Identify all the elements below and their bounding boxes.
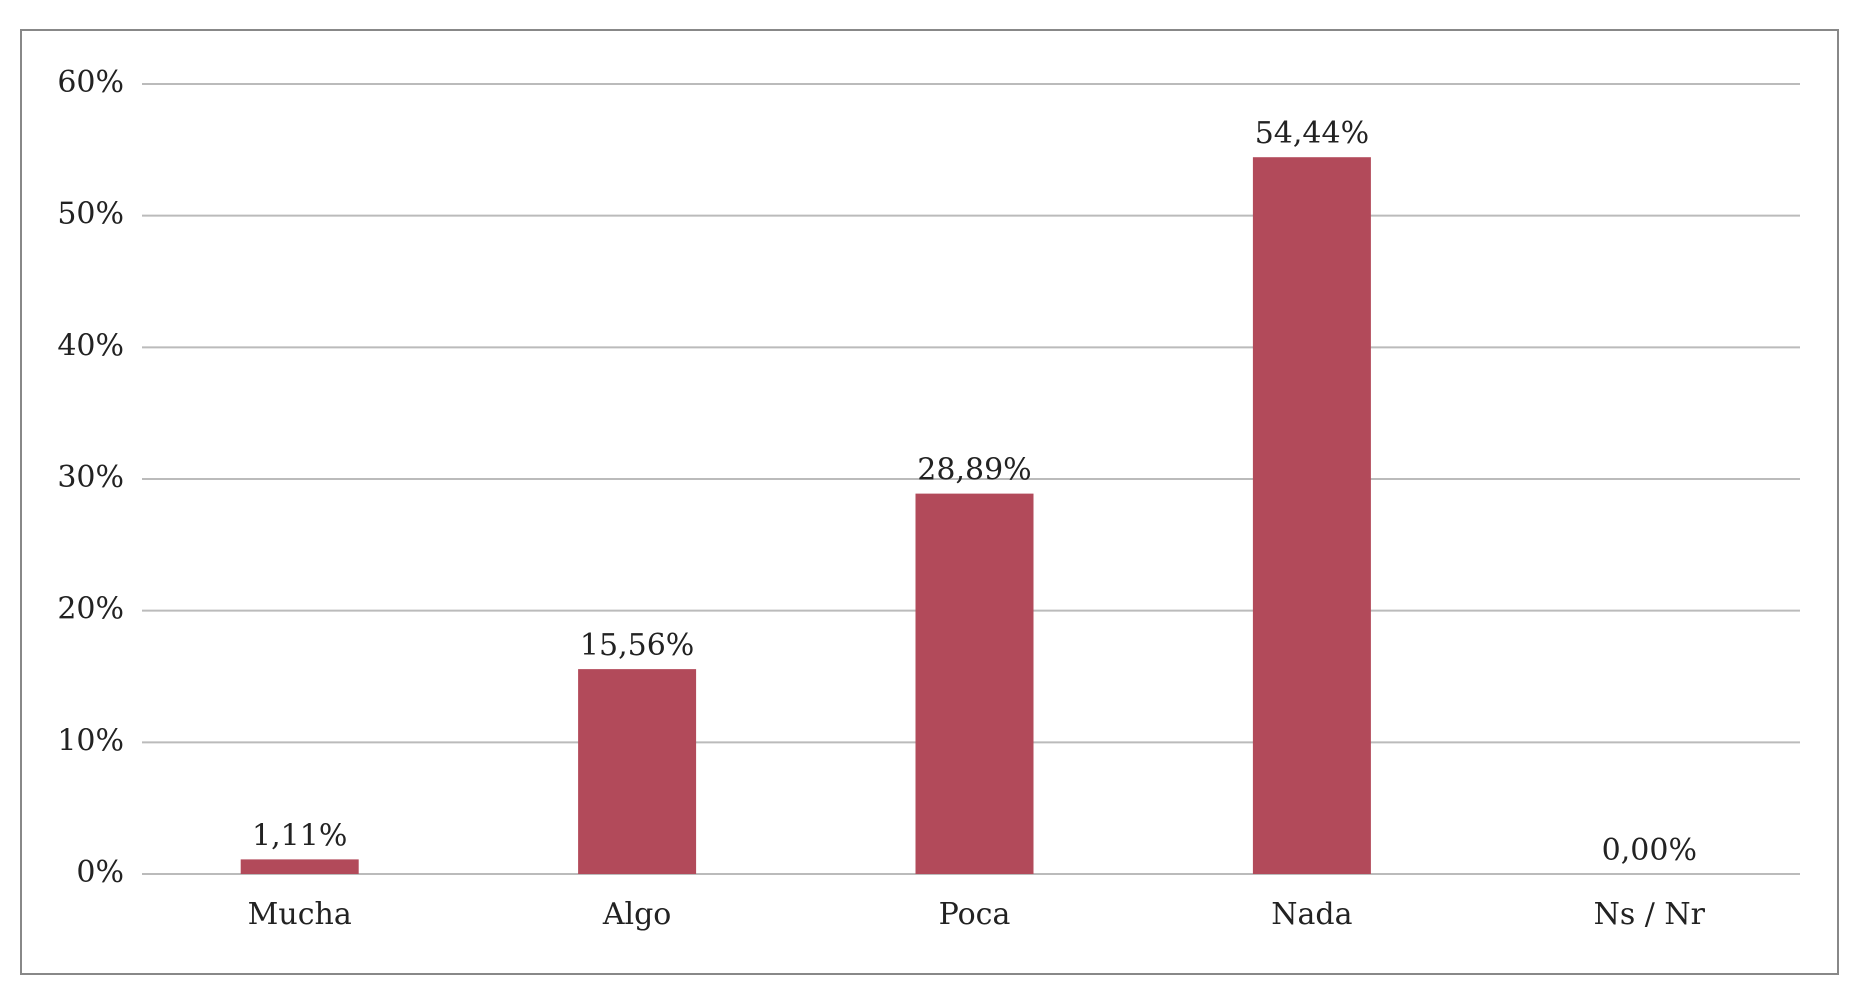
x-tick-label: Nada	[1271, 897, 1352, 932]
value-label: 28,89%	[917, 453, 1031, 488]
y-tick-label: 30%	[57, 460, 124, 495]
value-label: 15,56%	[580, 628, 694, 663]
y-tick-label: 40%	[57, 328, 124, 363]
y-tick-label: 10%	[57, 723, 124, 758]
x-tick-label: Algo	[602, 897, 672, 932]
y-tick-label: 50%	[57, 197, 124, 232]
value-label: 0,00%	[1602, 833, 1697, 868]
x-tick-label: Mucha	[248, 897, 352, 932]
bar	[240, 859, 359, 874]
y-tick-label: 20%	[57, 592, 124, 627]
bar	[915, 493, 1034, 874]
bar	[578, 669, 697, 874]
value-label: 54,44%	[1255, 116, 1369, 151]
y-tick-label: 60%	[57, 65, 124, 100]
bar	[1252, 157, 1371, 874]
x-tick-label: Poca	[939, 897, 1011, 932]
y-tick-label: 0%	[76, 855, 124, 890]
x-tick-label: Ns / Nr	[1594, 897, 1706, 932]
value-label: 1,11%	[252, 818, 347, 853]
